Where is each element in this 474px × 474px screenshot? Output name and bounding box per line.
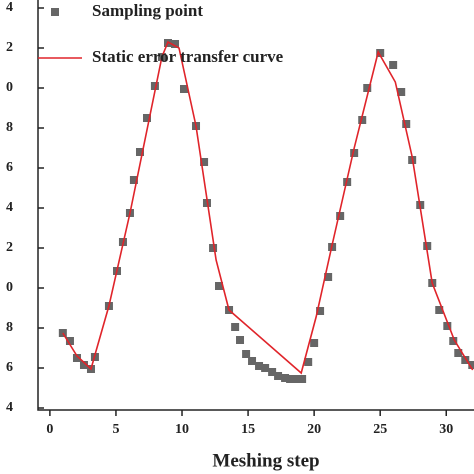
sampling-point	[150, 82, 159, 90]
sampling-point	[255, 362, 264, 370]
y-tick-label: 0	[6, 280, 13, 295]
sampling-point	[358, 116, 367, 124]
x-tick-label: 25	[373, 422, 387, 437]
sampling-point	[231, 323, 240, 331]
sampling-point	[200, 158, 209, 166]
sampling-point	[79, 361, 88, 369]
x-tick-label: 0	[46, 422, 53, 437]
sampling-point	[376, 49, 385, 57]
curve	[62, 40, 474, 375]
sampling-point	[402, 120, 411, 128]
sampling-point	[397, 88, 406, 96]
x-axis-label: Meshing step	[212, 450, 319, 471]
y-tick-label: 2	[6, 240, 13, 255]
sampling-point	[215, 282, 224, 290]
x-tick-label: 5	[112, 422, 119, 437]
sampling-point	[236, 336, 245, 344]
legend-label: Sampling point	[92, 1, 203, 20]
sampling-point	[135, 148, 144, 156]
sampling-point	[389, 61, 398, 69]
sampling-point	[129, 176, 138, 184]
y-tick-label: 8	[6, 320, 13, 335]
sampling-point	[179, 85, 188, 93]
sampling-point	[316, 307, 325, 315]
sampling-point	[298, 375, 307, 383]
sampling-point	[72, 354, 81, 362]
x-tick-label: 30	[439, 422, 453, 437]
y-tick-label: 2	[6, 40, 13, 55]
y-tick-label: 4	[6, 0, 13, 15]
y-tick-label: 8	[6, 120, 13, 135]
sampling-point	[336, 212, 345, 220]
legend-marker	[51, 8, 59, 16]
sampling-point	[209, 244, 218, 252]
sampling-point	[363, 84, 372, 92]
y-tick-label: 6	[6, 160, 13, 175]
y-tick-label: 4	[6, 400, 13, 415]
y-tick-label: 4	[6, 200, 13, 215]
y-tick-label: 6	[6, 360, 13, 375]
legend-label: Static error transfer curve	[92, 47, 284, 66]
sampling-point	[242, 350, 251, 358]
sampling-point	[468, 361, 474, 369]
sampling-point	[461, 356, 470, 364]
sampling-point	[292, 375, 301, 383]
sampling-point	[65, 337, 74, 345]
sampling-point	[143, 114, 151, 122]
x-tick-label: 10	[175, 422, 189, 437]
sampling-point	[324, 273, 333, 281]
legend: Sampling point Static error transfer curv…	[38, 1, 284, 66]
sampling-point	[281, 374, 290, 382]
plot-frame	[37, 0, 474, 411]
sampling-point	[449, 337, 458, 345]
plot-area	[58, 39, 474, 383]
sampling-point	[268, 368, 277, 376]
sampling-point	[248, 357, 257, 365]
sampling-point	[423, 242, 432, 250]
sampling-point	[310, 339, 319, 347]
sampling-point	[304, 358, 313, 366]
sampling-point	[454, 349, 463, 357]
sampling-point	[171, 40, 180, 48]
sampling-point	[261, 364, 270, 372]
sampling-point	[443, 322, 452, 330]
x-tick-label: 15	[241, 422, 255, 437]
y-tick-label: 0	[6, 80, 13, 95]
sampling-point	[435, 306, 444, 314]
sampling-point	[350, 149, 359, 157]
sampling-point	[274, 372, 283, 380]
x-tick-label: 20	[307, 422, 321, 437]
sampling-point	[286, 375, 295, 383]
